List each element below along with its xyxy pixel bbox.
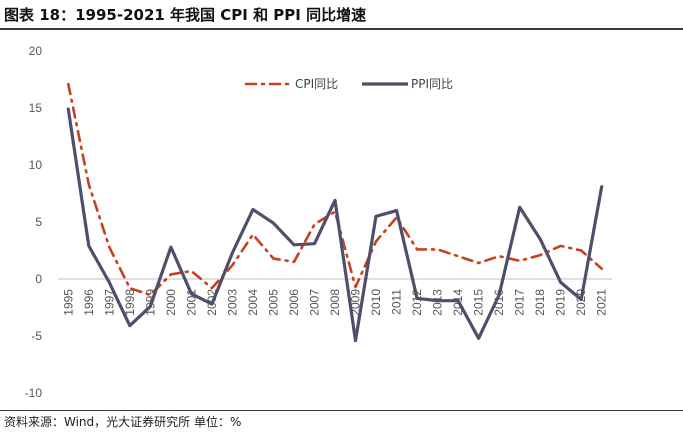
x-tick-label: 2015	[472, 289, 486, 316]
x-tick-label: 2006	[287, 289, 301, 316]
x-tick-label: 2011	[390, 289, 404, 315]
y-tick-label: -10	[25, 386, 43, 400]
x-tick-label: 2007	[307, 289, 321, 316]
x-tick-label: 2008	[328, 289, 342, 316]
x-tick-label: 2016	[492, 289, 506, 316]
y-tick-label: 0	[35, 272, 42, 286]
x-tick-label: 2021	[595, 289, 609, 316]
legend: CPI同比 PPI同比	[244, 77, 453, 91]
x-tick-label: 2010	[369, 289, 383, 316]
y-tick-label: 5	[35, 215, 42, 229]
x-tick-label: 2000	[164, 289, 178, 316]
x-axis: 1995 1996 1997 1998 1999 2000 2001 2002 2003 2004…	[58, 278, 612, 316]
x-tick-label: 2003	[225, 289, 239, 316]
y-tick-label: 15	[29, 101, 43, 115]
x-tick-label: 1996	[82, 289, 96, 316]
series-layer	[66, 82, 604, 343]
x-tick-label: 2012	[410, 289, 424, 316]
title-divider	[0, 28, 683, 30]
y-axis: -10 -5 0 5 10 15 20	[25, 44, 43, 400]
footer-divider	[0, 410, 683, 411]
x-tick-label: 1995	[61, 289, 75, 316]
x-tick-label: 2005	[266, 289, 280, 316]
x-tick-label: 2019	[554, 289, 568, 316]
x-tick-label: 2017	[513, 289, 527, 316]
source-note: 资料来源：Wind，光大证券研究所 单位：%	[4, 415, 242, 429]
cpi-series-line	[67, 82, 604, 297]
y-tick-label: -5	[31, 329, 42, 343]
chart-title: 图表 18：1995-2021 年我国 CPI 和 PPI 同比增速	[4, 6, 367, 24]
x-tick-label: 2018	[533, 289, 547, 316]
x-tick-label: 1998	[123, 289, 137, 316]
x-tick-label: 1997	[102, 289, 116, 316]
legend-cpi-label: CPI同比	[295, 77, 338, 91]
legend-ppi-label: PPI同比	[411, 77, 453, 91]
y-tick-label: 20	[29, 44, 43, 58]
ppi-series-line	[66, 107, 604, 343]
x-tick-label: 2004	[246, 289, 260, 316]
y-tick-label: 10	[29, 158, 43, 172]
